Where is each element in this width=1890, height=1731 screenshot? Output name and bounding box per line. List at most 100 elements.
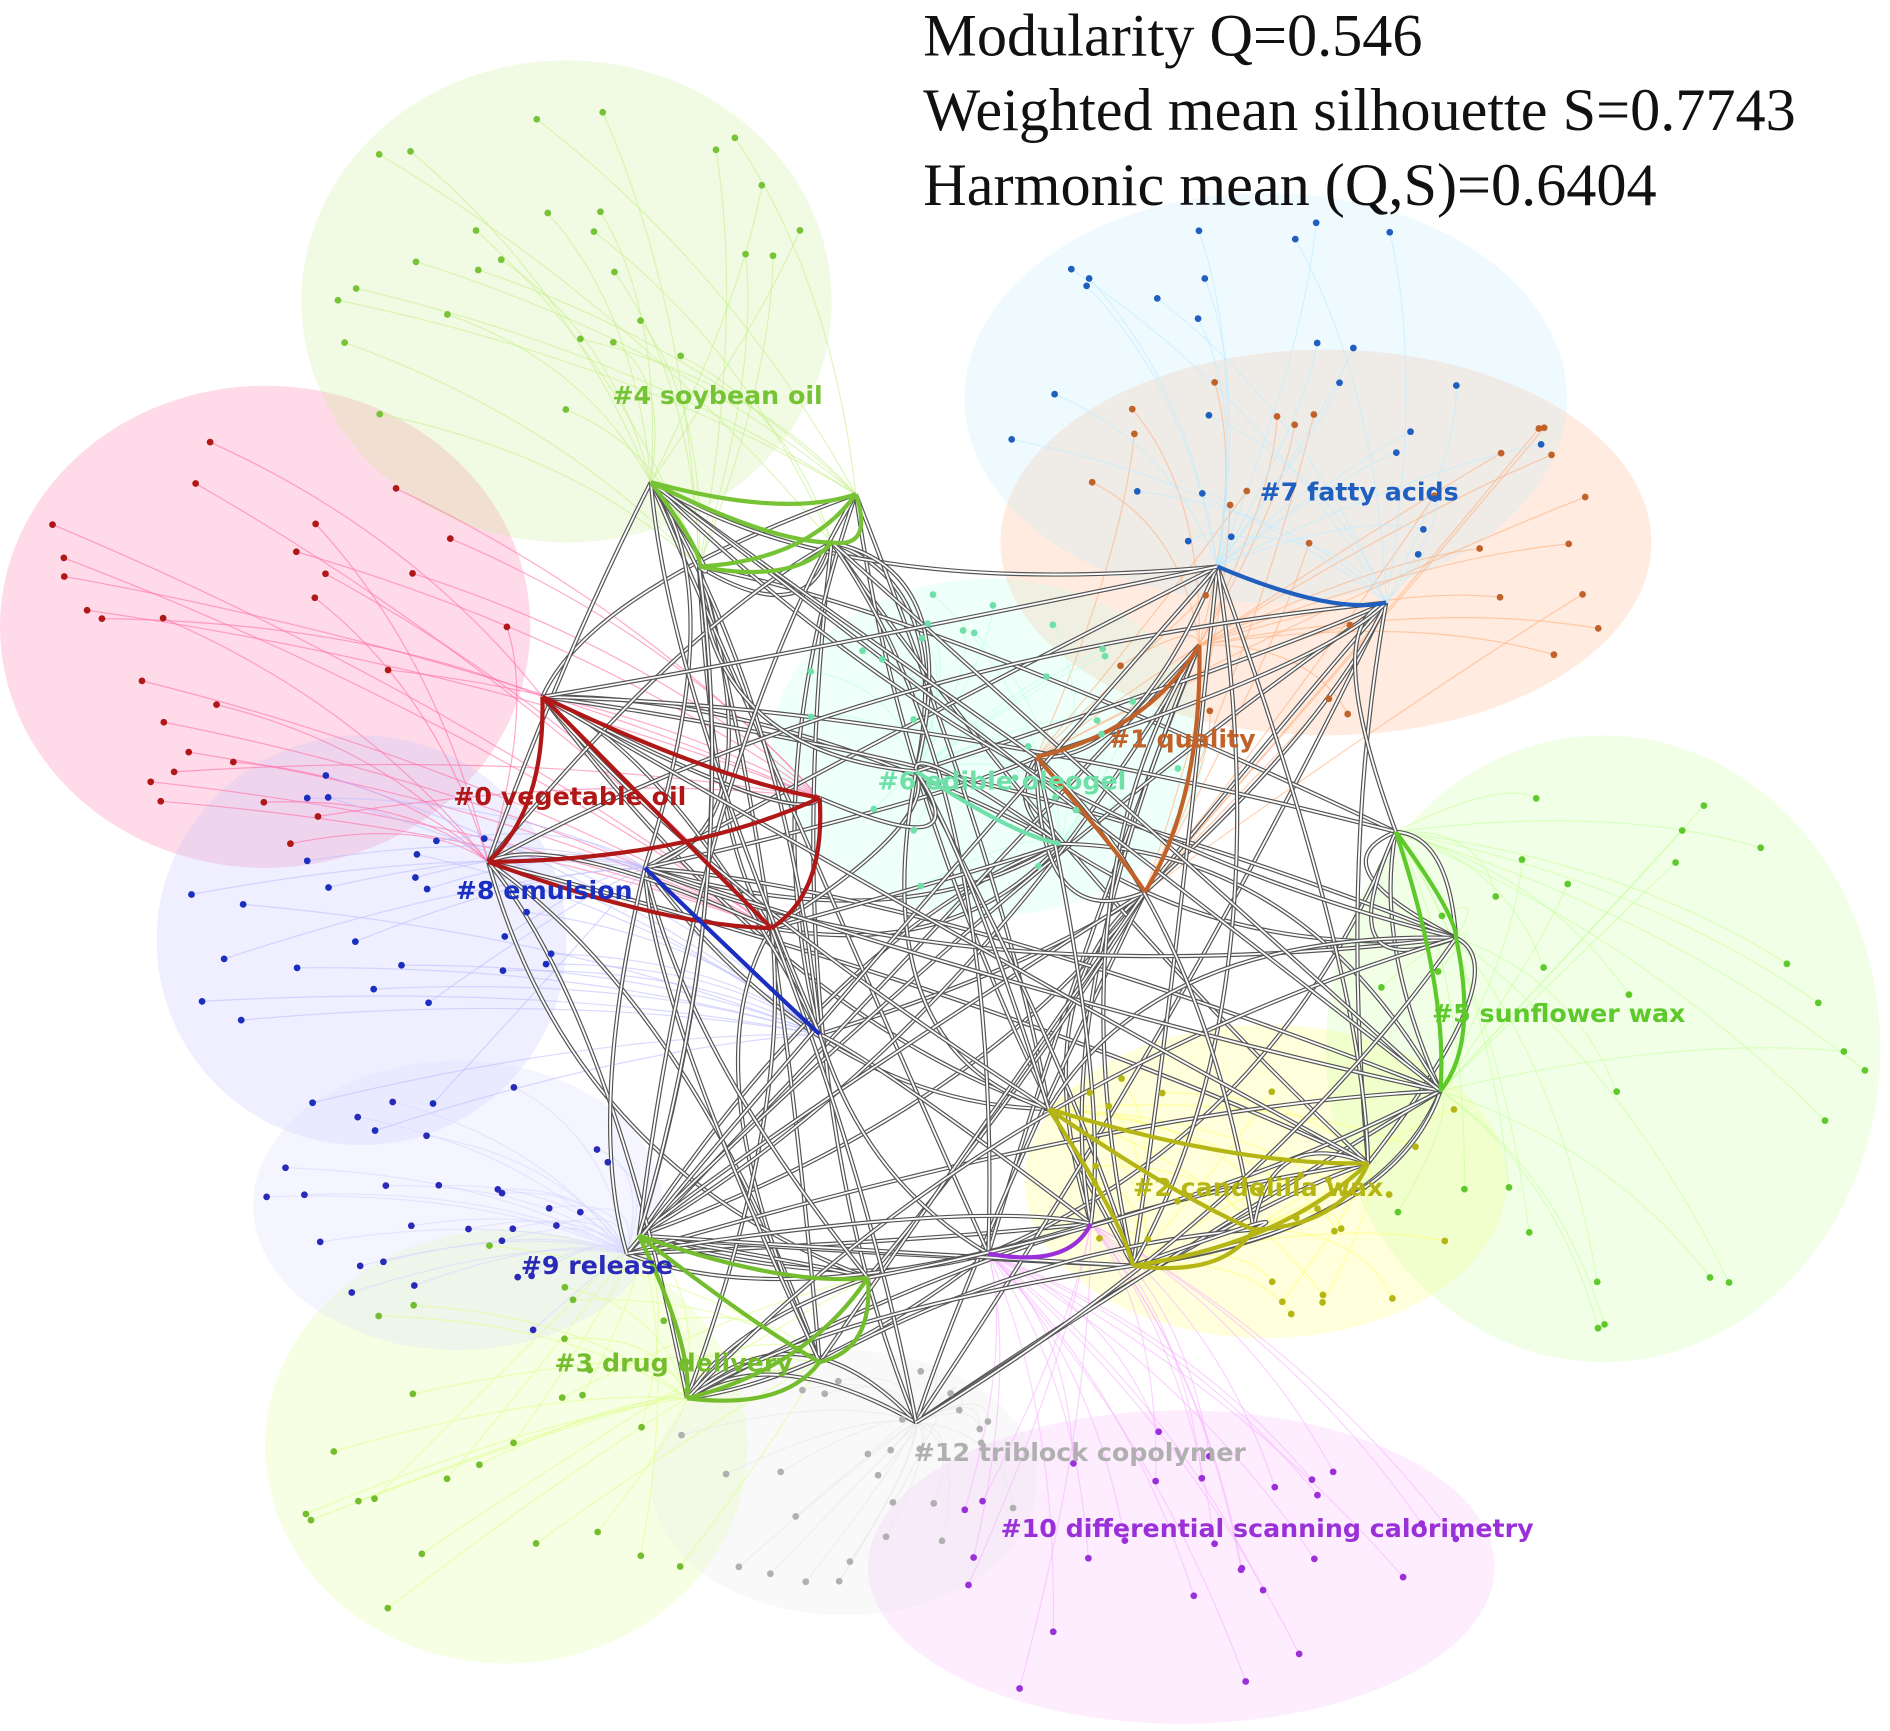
node xyxy=(1184,537,1192,545)
node xyxy=(1042,673,1050,680)
node xyxy=(807,713,815,721)
node xyxy=(1613,1088,1621,1095)
node xyxy=(731,134,739,142)
node xyxy=(334,296,342,304)
node xyxy=(409,1390,417,1398)
thin-link xyxy=(1455,937,1618,1092)
node xyxy=(375,1312,383,1320)
node xyxy=(1158,1089,1166,1097)
node xyxy=(237,1016,245,1024)
node xyxy=(498,1189,506,1197)
thin-link xyxy=(314,597,489,863)
node xyxy=(930,1499,938,1507)
node xyxy=(1067,265,1075,273)
node xyxy=(1314,1491,1321,1499)
node xyxy=(1205,411,1213,419)
node xyxy=(170,768,178,776)
thin-link xyxy=(1440,1047,1844,1092)
node xyxy=(1190,1592,1198,1600)
node xyxy=(384,666,392,674)
thin-link xyxy=(987,1253,1195,1596)
thin-link xyxy=(413,1304,688,1399)
node xyxy=(1314,1205,1321,1212)
thin-link xyxy=(988,1253,1404,1578)
cluster-link xyxy=(686,1360,822,1403)
node xyxy=(910,826,918,834)
thin-link xyxy=(1395,831,1630,996)
thin-link xyxy=(344,342,700,567)
node xyxy=(501,933,509,940)
node xyxy=(917,882,925,890)
link-core xyxy=(903,771,1049,1110)
cluster-link xyxy=(831,493,864,546)
thin-link xyxy=(1395,831,1466,1190)
thin-link xyxy=(209,441,543,698)
node xyxy=(1237,1566,1245,1574)
node xyxy=(637,1552,645,1560)
cluster-link xyxy=(540,695,773,930)
cluster-label: #8 emulsion xyxy=(456,876,633,905)
node xyxy=(1344,710,1352,718)
node xyxy=(1581,493,1589,501)
node xyxy=(1198,1474,1206,1482)
thin-link xyxy=(1439,862,1677,1092)
node xyxy=(1008,436,1016,443)
node xyxy=(480,835,488,842)
node xyxy=(1098,730,1105,738)
node xyxy=(1344,1190,1352,1198)
node xyxy=(410,1282,418,1289)
node xyxy=(1083,282,1090,290)
thin-link xyxy=(1395,792,1537,833)
node xyxy=(638,1423,645,1431)
cluster-region xyxy=(301,60,832,543)
thin-link xyxy=(1395,831,1819,1004)
node xyxy=(1128,405,1136,413)
node xyxy=(1593,1278,1601,1286)
node xyxy=(472,227,480,234)
node xyxy=(1086,1089,1094,1096)
thin-link xyxy=(1090,1223,1157,1482)
node xyxy=(429,1100,437,1107)
node xyxy=(1492,893,1500,900)
thin-link xyxy=(1322,1162,1372,1303)
cluster-link xyxy=(1393,831,1444,1092)
node xyxy=(497,256,505,264)
thin-link xyxy=(317,787,820,818)
thin-link xyxy=(916,1421,945,1504)
thin-link xyxy=(561,1277,868,1399)
node xyxy=(435,1181,443,1189)
link-core xyxy=(626,565,1219,1255)
cluster-link xyxy=(1394,830,1459,938)
thin-link xyxy=(468,1220,628,1255)
node xyxy=(924,620,932,628)
cluster-label: #4 soybean oil xyxy=(612,381,822,410)
thin-link xyxy=(915,648,1103,772)
node xyxy=(325,884,332,891)
node xyxy=(307,1516,315,1524)
node xyxy=(1392,449,1400,456)
node xyxy=(330,1448,338,1455)
node xyxy=(213,701,220,708)
node xyxy=(1226,501,1234,509)
node xyxy=(977,1439,985,1447)
thin-link xyxy=(1385,232,1407,603)
thin-link xyxy=(63,557,772,929)
thin-link xyxy=(1137,490,1387,604)
link-core xyxy=(638,842,1062,1237)
node xyxy=(796,227,804,234)
thin-link xyxy=(150,781,772,929)
thin-link xyxy=(650,230,801,483)
thin-link xyxy=(296,551,820,799)
cluster-link xyxy=(637,1233,821,1364)
thin-link xyxy=(987,1253,1075,1464)
node xyxy=(899,1416,906,1423)
node xyxy=(1525,1229,1533,1236)
node xyxy=(1256,1186,1264,1194)
node xyxy=(1625,991,1633,999)
node xyxy=(529,1326,537,1334)
thin-link xyxy=(392,1101,628,1254)
node xyxy=(1378,984,1385,991)
node xyxy=(220,955,228,963)
node xyxy=(553,1222,560,1229)
node xyxy=(959,627,967,634)
